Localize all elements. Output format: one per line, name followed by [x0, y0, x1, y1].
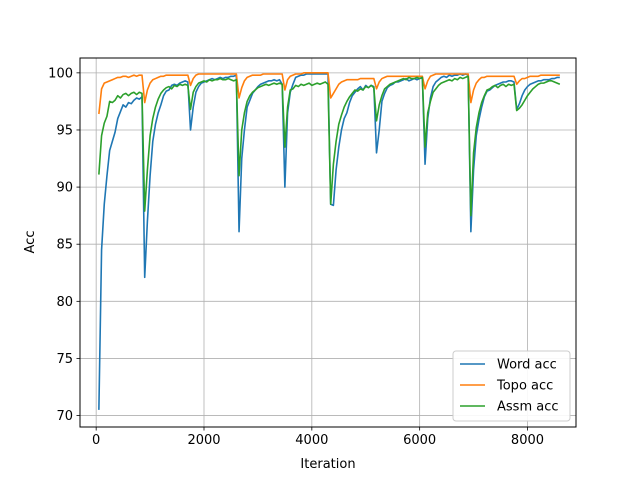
x-tick-label: 2000	[187, 433, 220, 448]
series-line-1	[98, 72, 560, 115]
x-tick-label: 4000	[295, 433, 328, 448]
x-tick-label: 6000	[403, 433, 436, 448]
plot-frame	[79, 57, 577, 428]
x-tick-label: 8000	[511, 433, 544, 448]
legend-box	[452, 350, 571, 422]
y-tick-label: 70	[56, 409, 73, 424]
legend-label: Topo acc	[496, 379, 553, 394]
legend-label: Word acc	[497, 358, 557, 373]
series-line-2	[98, 75, 561, 217]
legend: Word acc Topo acc Assm acc	[452, 350, 571, 422]
axis-ticks: 0 2000 4000 6000 8000 70 75 80 85 90 95 100	[48, 66, 544, 448]
x-tick-label: 0	[92, 433, 100, 448]
legend-label: Assm acc	[497, 400, 559, 415]
y-tick-label: 90	[56, 181, 73, 196]
y-tick-label: 95	[56, 123, 73, 138]
series-lines	[98, 72, 561, 410]
y-tick-label: 85	[56, 238, 73, 253]
y-tick-label: 100	[48, 66, 73, 81]
x-axis-label: Iteration	[300, 457, 355, 472]
y-tick-label: 80	[56, 295, 73, 310]
y-axis-label: Acc	[23, 231, 38, 254]
y-tick-label: 75	[56, 352, 73, 367]
